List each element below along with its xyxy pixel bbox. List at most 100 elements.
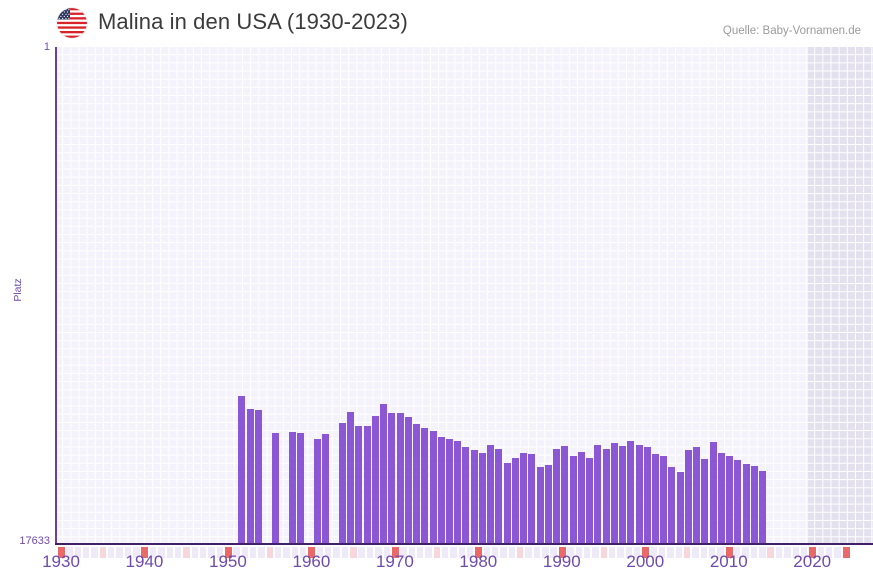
bar[interactable]	[504, 463, 511, 545]
source-attribution: Quelle: Baby-Vornamen.de	[722, 25, 861, 37]
bar[interactable]	[355, 426, 362, 545]
bar[interactable]	[586, 458, 593, 545]
bar[interactable]	[471, 450, 478, 545]
bar[interactable]	[479, 453, 486, 545]
x-axis-tick	[709, 547, 716, 558]
bar[interactable]	[364, 426, 371, 545]
x-axis-tick	[500, 547, 507, 558]
x-axis-tick	[825, 547, 833, 558]
bar[interactable]	[693, 447, 700, 545]
bar[interactable]	[247, 409, 254, 545]
bar[interactable]	[421, 428, 428, 545]
bar[interactable]	[644, 447, 651, 545]
bar[interactable]	[710, 442, 717, 545]
x-axis-tick	[99, 547, 107, 558]
bar[interactable]	[255, 410, 262, 545]
x-axis-label: 1980	[459, 552, 498, 571]
x-axis-tick	[216, 547, 223, 558]
x-axis-tick	[275, 547, 282, 558]
bar[interactable]	[520, 453, 527, 545]
bar[interactable]	[660, 456, 667, 545]
bar[interactable]	[627, 441, 634, 545]
bar[interactable]	[339, 423, 346, 545]
x-axis-tick	[684, 547, 691, 558]
bar[interactable]	[487, 445, 494, 545]
x-axis-tick	[108, 547, 115, 558]
bar[interactable]	[718, 453, 725, 545]
bar[interactable]	[636, 445, 643, 545]
bar[interactable]	[238, 396, 245, 545]
x-axis-tick	[308, 547, 316, 558]
bar[interactable]	[734, 460, 741, 545]
bar[interactable]	[668, 467, 675, 545]
bar[interactable]	[372, 416, 379, 545]
x-axis-tick	[91, 547, 98, 558]
x-axis-label: 1960	[292, 552, 331, 571]
bar[interactable]	[462, 447, 469, 545]
bar[interactable]	[446, 439, 453, 545]
x-axis-tick	[617, 547, 624, 558]
bar[interactable]	[322, 434, 329, 545]
bar[interactable]	[578, 452, 585, 545]
bar[interactable]	[413, 424, 420, 545]
bar[interactable]	[561, 446, 568, 545]
bar[interactable]	[537, 467, 544, 545]
x-axis-tick	[166, 547, 173, 558]
x-axis-tick	[650, 547, 658, 558]
x-axis-line	[55, 543, 873, 545]
bar[interactable]	[611, 443, 618, 545]
bar[interactable]	[594, 445, 601, 545]
bar[interactable]	[347, 412, 354, 545]
bar[interactable]	[570, 456, 577, 545]
bar[interactable]	[652, 454, 659, 545]
x-axis-tick	[400, 547, 407, 558]
x-axis-label: 2020	[793, 552, 832, 571]
bar[interactable]	[759, 471, 766, 545]
x-axis-label: 1930	[42, 552, 80, 571]
bar[interactable]	[726, 456, 733, 545]
bar[interactable]	[512, 458, 519, 545]
x-axis-tick	[759, 547, 766, 558]
x-axis-tick	[341, 547, 349, 558]
bar[interactable]	[528, 454, 535, 545]
x-axis-tick	[775, 547, 783, 558]
x-axis-tick	[441, 547, 449, 558]
x-axis-tick	[124, 547, 132, 558]
bar[interactable]	[495, 449, 502, 545]
bar[interactable]	[430, 431, 437, 545]
bar[interactable]	[701, 459, 708, 545]
x-axis-label: 1950	[209, 552, 247, 571]
bar[interactable]	[751, 466, 758, 545]
bar[interactable]	[380, 404, 387, 545]
bar[interactable]	[297, 433, 304, 545]
x-axis-tick	[425, 547, 432, 558]
x-axis-tick	[300, 547, 307, 558]
bar[interactable]	[454, 441, 461, 545]
bar[interactable]	[314, 439, 321, 545]
x-axis-tick	[742, 547, 749, 558]
bar[interactable]	[405, 417, 412, 545]
bar[interactable]	[685, 450, 692, 545]
chart-plot-area	[55, 47, 873, 558]
bar[interactable]	[743, 464, 750, 545]
x-axis-tick	[58, 547, 65, 558]
x-axis-tick	[249, 547, 257, 558]
x-axis-tick	[600, 547, 607, 558]
x-axis-tick	[174, 547, 182, 558]
bar[interactable]	[388, 413, 395, 545]
bar[interactable]	[677, 472, 684, 545]
x-axis-tick	[675, 547, 683, 558]
bar[interactable]	[397, 413, 404, 545]
x-axis-tick	[792, 547, 799, 558]
bar[interactable]	[272, 433, 279, 545]
bar[interactable]	[603, 449, 610, 545]
x-axis-tick	[191, 547, 198, 558]
x-axis-tick	[717, 547, 724, 558]
bar[interactable]	[289, 432, 296, 545]
bar[interactable]	[545, 465, 552, 545]
x-axis-tick	[608, 547, 616, 558]
x-axis-tick	[550, 547, 557, 558]
bar[interactable]	[438, 437, 445, 545]
bar[interactable]	[619, 446, 626, 545]
bar[interactable]	[553, 449, 560, 545]
